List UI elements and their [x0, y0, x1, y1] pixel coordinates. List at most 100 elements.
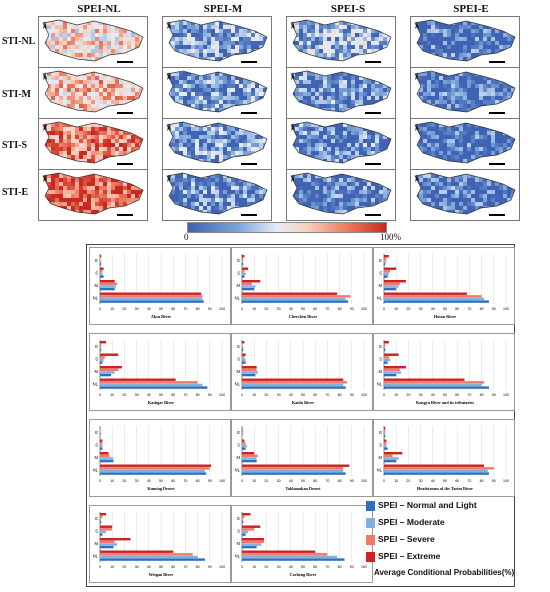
map-sti-e-spei-nl: [38, 169, 148, 221]
x-tick-label: 20: [264, 307, 268, 311]
x-tick-label: 10: [110, 565, 114, 569]
x-tick-label: 0: [99, 479, 101, 483]
bar: [242, 381, 347, 384]
chart-panel: 0 10 20 30 40 50 60 70 80 90 100 E S M NL Taklamakan De…: [231, 419, 373, 497]
x-tick-label: 100: [219, 393, 225, 397]
bar: [242, 553, 328, 556]
bar: [242, 515, 245, 519]
bar: [384, 432, 386, 435]
x-tick-label: 50: [301, 479, 305, 483]
bar: [100, 439, 103, 442]
bar: [100, 260, 102, 263]
map-sti-e-spei-m: [162, 169, 272, 221]
bar: [384, 348, 386, 352]
x-tick-label: 90: [208, 479, 212, 483]
x-tick-label: 100: [219, 479, 225, 483]
bar: [384, 439, 387, 442]
y-category-label: S: [379, 356, 382, 361]
legend-title: Average Conditional Probabilities(%): [374, 568, 515, 577]
x-tick-label: 90: [350, 565, 354, 569]
bar: [384, 358, 391, 362]
x-tick-label: 100: [361, 393, 367, 397]
bar: [384, 343, 386, 347]
panel-title: Kumtag Desert: [147, 486, 175, 491]
bar: [242, 371, 258, 374]
bar: [242, 353, 246, 356]
bar: [242, 356, 245, 359]
bar: [100, 543, 118, 546]
bar: [100, 366, 122, 369]
x-tick-label: 20: [406, 479, 410, 483]
colorbar: [187, 222, 387, 233]
x-tick-label: 20: [264, 393, 268, 397]
x-tick-label: 30: [277, 479, 281, 483]
y-category-label: NL: [93, 381, 99, 386]
x-tick-label: 30: [277, 307, 281, 311]
y-category-label: NL: [377, 295, 383, 300]
x-tick-label: 80: [196, 565, 200, 569]
map-sti-s-spei-nl: [38, 118, 148, 170]
bar: [100, 432, 102, 435]
bar: [100, 378, 176, 381]
bar: [384, 287, 397, 291]
bar: [242, 255, 245, 258]
y-category-label: E: [95, 516, 98, 521]
col-header-spei-s: SPEI-S: [330, 3, 366, 15]
bar: [242, 550, 316, 553]
bar: [100, 272, 103, 276]
bar: [242, 452, 255, 455]
bar: [384, 429, 386, 433]
x-tick-label: 80: [196, 393, 200, 397]
x-tick-label: 30: [135, 393, 139, 397]
x-tick-label: 20: [122, 307, 126, 311]
x-tick-label: 20: [406, 307, 410, 311]
bar: [100, 558, 205, 561]
y-category-label: S: [95, 356, 98, 361]
y-category-label: NL: [235, 295, 241, 300]
y-category-label: E: [379, 430, 382, 435]
bar: [384, 427, 386, 430]
bar: [100, 533, 103, 536]
y-category-label: M: [95, 541, 99, 546]
map-sti-m-spei-m: [162, 67, 272, 119]
x-tick-label: 60: [171, 393, 175, 397]
x-tick-label: 10: [110, 479, 114, 483]
bar: [384, 447, 388, 450]
bar: [100, 275, 104, 278]
x-tick-label: 60: [171, 565, 175, 569]
bar: [100, 464, 212, 467]
x-tick-label: 80: [338, 565, 342, 569]
chart-panel: 0 10 20 30 40 50 60 70 80 90 100 E S M NL Kaidu River: [231, 333, 373, 411]
y-category-label: E: [95, 258, 98, 263]
bar: [384, 444, 387, 448]
bar: [100, 358, 104, 362]
bar: [384, 472, 489, 475]
bar: [384, 272, 389, 276]
bar: [242, 555, 338, 559]
x-tick-label: 70: [183, 565, 187, 569]
x-tick-label: 80: [196, 479, 200, 483]
bar: [100, 373, 111, 377]
bar: [384, 383, 482, 387]
bar: [242, 543, 262, 546]
x-tick-label: 50: [301, 393, 305, 397]
bar: [242, 447, 246, 450]
x-tick-label: 80: [338, 307, 342, 311]
bar: [100, 270, 103, 273]
x-tick-label: 40: [289, 307, 293, 311]
x-tick-label: 10: [252, 565, 256, 569]
bar: [242, 442, 246, 445]
x-tick-label: 30: [419, 479, 423, 483]
x-tick-label: 50: [159, 565, 163, 569]
panel-title: Kaidu River: [292, 400, 314, 405]
map-sti-m-spei-s: [286, 67, 396, 119]
x-tick-label: 30: [419, 307, 423, 311]
bar: [100, 459, 114, 463]
panel-title: Hotan River: [434, 314, 456, 319]
bar: [384, 457, 399, 460]
x-tick-label: 80: [196, 307, 200, 311]
bar: [384, 300, 489, 303]
bar: [242, 520, 244, 524]
map-sti-nl-spei-nl: [38, 16, 148, 68]
x-tick-label: 40: [289, 479, 293, 483]
